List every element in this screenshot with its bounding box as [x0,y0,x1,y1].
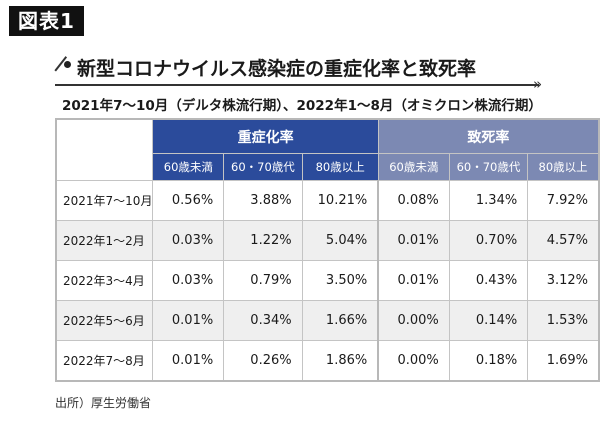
table-row: 2022年1〜2月 0.03% 1.22% 5.04% 0.01% 0.70% … [55,220,600,261]
cell-value: 0.01% [377,220,450,261]
bullet-dot-icon [64,61,71,68]
figure-label: 図表1 [9,6,84,36]
cell-value: 0.56% [152,180,225,221]
cell-value: 0.79% [223,260,303,301]
cell-value: 1.66% [301,300,379,341]
cell-value: 0.70% [448,220,529,261]
cell-value: 0.00% [377,300,450,341]
cell-value: 1.22% [223,220,303,261]
subheader-severity-60s70s: 60・70歳代 [223,153,303,181]
cell-value: 0.01% [377,260,450,301]
subheader-severity-80plus: 80歳以上 [301,153,379,181]
rates-table: 重症化率 致死率 60歳未満 60・70歳代 80歳以上 60歳未満 60・70… [55,118,600,382]
row-period: 2022年7〜8月 [55,340,154,382]
cell-value: 0.43% [448,260,529,301]
cell-value: 1.86% [301,340,379,382]
cell-value: 0.00% [377,340,450,382]
cell-value: 0.03% [152,260,225,301]
cell-value: 3.88% [223,180,303,221]
table-row: 2021年7〜10月 0.56% 3.88% 10.21% 0.08% 1.34… [55,180,600,221]
cell-value: 3.12% [527,260,600,301]
table-row: 2022年5〜6月 0.01% 0.34% 1.66% 0.00% 0.14% … [55,300,600,341]
cell-value: 0.01% [152,340,225,382]
cell-value: 4.57% [527,220,600,261]
cell-value: 3.50% [301,260,379,301]
cell-value: 10.21% [301,180,379,221]
double-chevron-right-icon: » [533,75,543,93]
cell-value: 0.08% [377,180,450,221]
table-row: 2022年7〜8月 0.01% 0.26% 1.86% 0.00% 0.18% … [55,340,600,382]
corner-cell [55,118,154,181]
subheader-fatality-60s70s: 60・70歳代 [448,153,529,181]
subheader-severity-under60: 60歳未満 [152,153,225,181]
row-period: 2022年5〜6月 [55,300,154,341]
subtitle: 2021年7〜10月（デルタ株流行期）、2022年1〜8月（オミクロン株流行期） [62,98,542,114]
group-header-row: 重症化率 致死率 [55,118,600,181]
source-note: 出所）厚生労働省 [55,396,152,410]
title-underline [55,84,539,86]
chart-title-block: 新型コロナウイルス感染症の重症化率と致死率 » [54,50,545,93]
cell-value: 1.34% [448,180,529,221]
subheader-fatality-80plus: 80歳以上 [527,153,600,181]
group-header-severity: 重症化率 [152,118,379,154]
group-header-fatality: 致死率 [377,118,600,154]
cell-value: 0.34% [223,300,303,341]
cell-value: 7.92% [527,180,600,221]
cell-value: 1.69% [527,340,600,382]
cell-value: 0.01% [152,300,225,341]
page-title: 新型コロナウイルス感染症の重症化率と致死率 [77,58,477,80]
cell-value: 0.14% [448,300,529,341]
subheader-fatality-under60: 60歳未満 [377,153,450,181]
cell-value: 0.03% [152,220,225,261]
cell-value: 0.18% [448,340,529,382]
row-period: 2022年3〜4月 [55,260,154,301]
cell-value: 5.04% [301,220,379,261]
cell-value: 0.26% [223,340,303,382]
cell-value: 1.53% [527,300,600,341]
row-period: 2021年7〜10月 [55,180,154,221]
table-row: 2022年3〜4月 0.03% 0.79% 3.50% 0.01% 0.43% … [55,260,600,301]
sub-header-row: 60歳未満 60・70歳代 80歳以上 60歳未満 60・70歳代 80歳以上 [56,153,600,181]
row-period: 2022年1〜2月 [55,220,154,261]
